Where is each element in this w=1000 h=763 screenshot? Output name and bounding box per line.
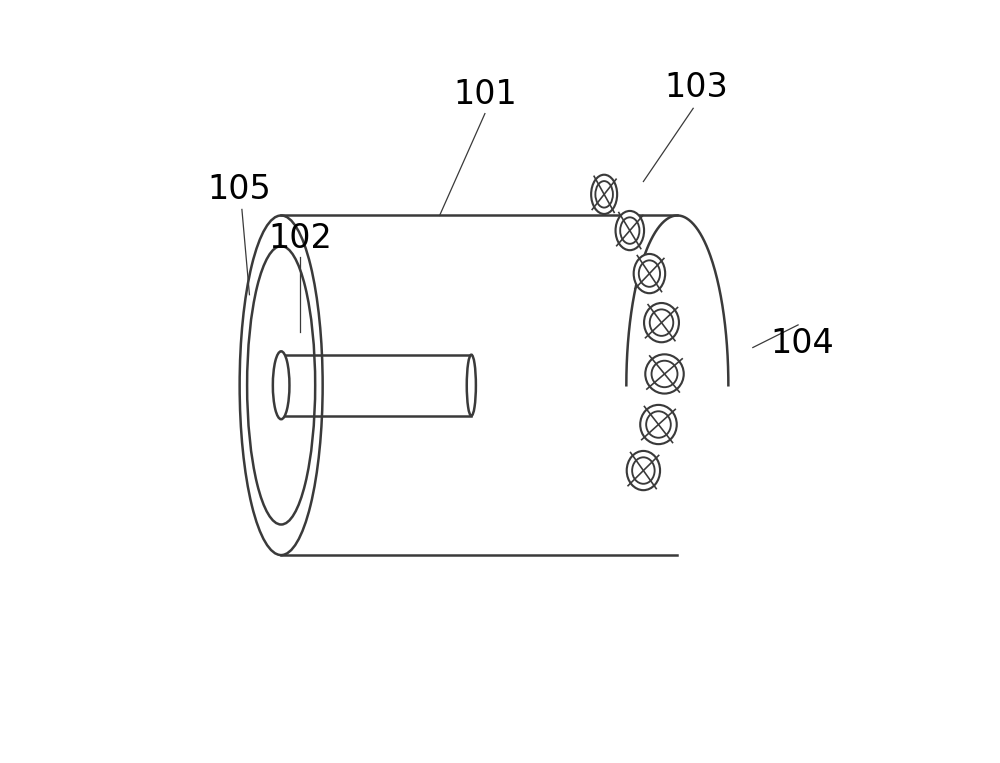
Ellipse shape [616,211,644,250]
Text: 104: 104 [770,327,834,360]
Ellipse shape [645,354,684,394]
Ellipse shape [273,351,289,419]
Polygon shape [281,215,677,555]
Ellipse shape [634,254,665,293]
Ellipse shape [591,175,617,214]
Ellipse shape [467,355,476,416]
Ellipse shape [644,303,679,343]
Polygon shape [628,215,726,555]
Ellipse shape [640,405,677,444]
Ellipse shape [627,451,660,490]
Text: 101: 101 [453,79,517,111]
Text: 105: 105 [208,172,272,205]
Ellipse shape [240,215,323,555]
Text: 102: 102 [268,221,332,255]
Text: 103: 103 [664,71,728,104]
